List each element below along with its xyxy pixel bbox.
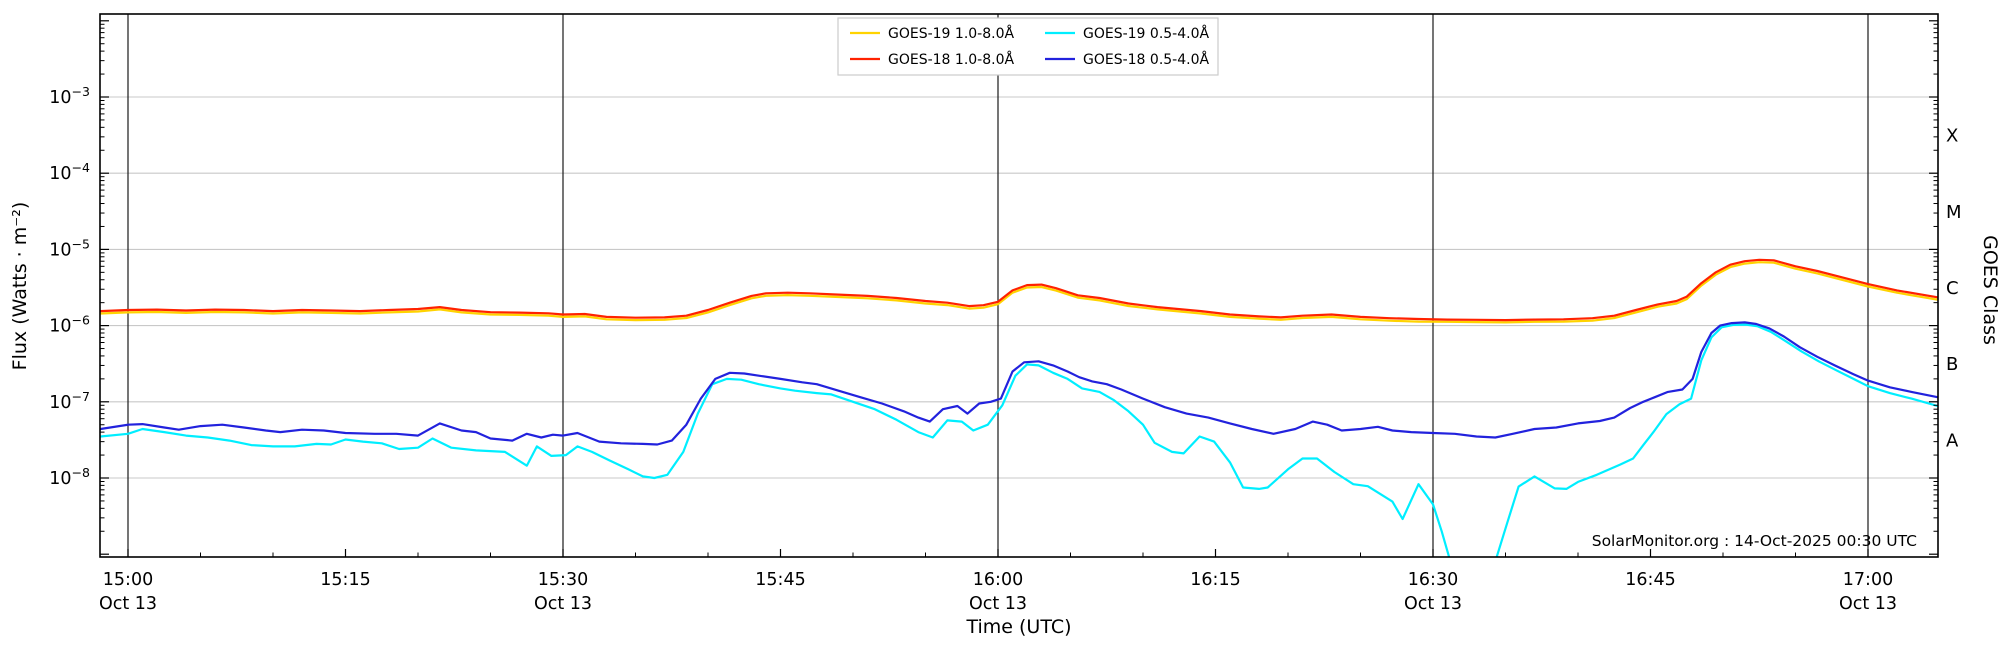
legend: GOES-19 1.0-8.0Å GOES-18 1.0-8.0Å GOES-1… (837, 17, 1219, 76)
x-tick-label: 16:15 (1190, 570, 1240, 590)
x-tick-label: 16:00 (973, 570, 1023, 590)
x-tick-label: 15:15 (320, 570, 370, 590)
grid-layer (100, 14, 1938, 557)
y-tick-label: 10−4 (49, 160, 90, 184)
legend-box (837, 17, 1219, 76)
y-tick-label: 10−6 (49, 313, 90, 337)
x-tick-date-label: Oct 13 (1839, 594, 1897, 614)
x-tick-label: 16:45 (1625, 570, 1675, 590)
y-tick-label: 10−7 (49, 389, 90, 413)
goes-class-letter-X: X (1946, 126, 1958, 147)
y-axis-label: Flux (Watts · m⁻²) (9, 202, 31, 371)
y-tick-label: 10−5 (49, 236, 90, 260)
legend-label-goes18-short: GOES-18 0.5-4.0Å (1083, 51, 1209, 68)
legend-label-goes19-long: GOES-19 1.0-8.0Å (888, 25, 1014, 42)
y-axis-right-label: GOES Class (1979, 235, 2000, 345)
goes-class-letter-B: B (1946, 354, 1958, 375)
x-tick-label: 17:00 (1843, 570, 1893, 590)
tick-labels-layer: 10−3 10−4 10−5 10−6 10−7 10−8 15:00 Oct 13 15:15… (49, 84, 1961, 614)
series-goes18-long (100, 258, 1938, 322)
x-tick-label: 15:45 (755, 570, 805, 590)
x-tick-label: 15:30 (538, 570, 588, 590)
x-tick-label: 15:00 (103, 570, 153, 590)
x-tick-label: 16:30 (1408, 570, 1458, 590)
legend-label-goes18-long: GOES-18 1.0-8.0Å (888, 51, 1014, 68)
x-tick-date-label: Oct 13 (99, 594, 157, 614)
x-tick-date-label: Oct 13 (969, 594, 1027, 614)
goes-class-letter-C: C (1946, 278, 1959, 299)
series-goes19-short (100, 323, 1938, 557)
series-layer (100, 258, 1938, 557)
solarmonitor-credit: SolarMonitor.org : 14-Oct-2025 00:30 UTC (1592, 532, 1917, 550)
x-tick-date-label: Oct 13 (534, 594, 592, 614)
axes-layer (99, 13, 1939, 558)
plot-frame (99, 13, 1939, 558)
x-axis-label: Time (UTC) (965, 616, 1071, 638)
goes-class-letter-A: A (1946, 430, 1959, 451)
goes-class-letter-M: M (1946, 202, 1962, 223)
legend-label-goes19-short: GOES-19 0.5-4.0Å (1083, 25, 1209, 42)
y-tick-label: 10−3 (49, 84, 90, 108)
y-tick-label: 10−8 (49, 465, 90, 489)
series-goes18-short (100, 321, 1938, 446)
x-tick-date-label: Oct 13 (1404, 594, 1462, 614)
series-goes19-long (100, 261, 1938, 324)
